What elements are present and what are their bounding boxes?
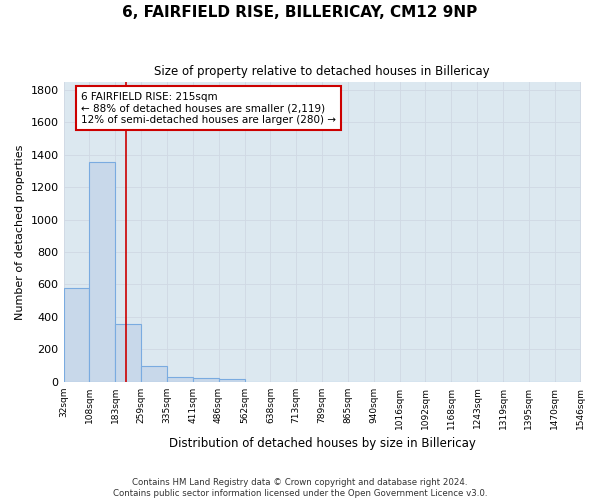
- Bar: [167, 377, 193, 382]
- Text: 6, FAIRFIELD RISE, BILLERICAY, CM12 9NP: 6, FAIRFIELD RISE, BILLERICAY, CM12 9NP: [122, 5, 478, 20]
- Bar: [218, 380, 245, 382]
- Bar: [89, 162, 115, 382]
- Bar: [141, 366, 167, 382]
- Title: Size of property relative to detached houses in Billericay: Size of property relative to detached ho…: [154, 65, 490, 78]
- Y-axis label: Number of detached properties: Number of detached properties: [15, 144, 25, 320]
- Bar: [115, 324, 141, 382]
- Text: 6 FAIRFIELD RISE: 215sqm
← 88% of detached houses are smaller (2,119)
12% of sem: 6 FAIRFIELD RISE: 215sqm ← 88% of detach…: [81, 92, 336, 125]
- Bar: [64, 288, 89, 382]
- X-axis label: Distribution of detached houses by size in Billericay: Distribution of detached houses by size …: [169, 437, 475, 450]
- Text: Contains HM Land Registry data © Crown copyright and database right 2024.
Contai: Contains HM Land Registry data © Crown c…: [113, 478, 487, 498]
- Bar: [193, 378, 218, 382]
